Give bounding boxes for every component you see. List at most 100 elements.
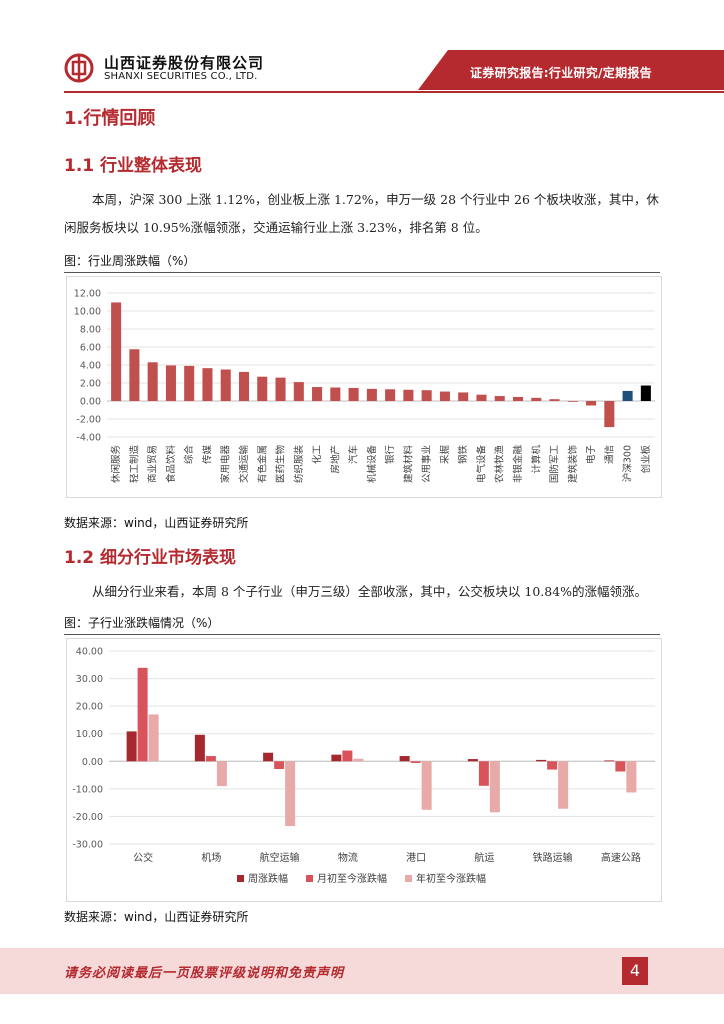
bar xyxy=(547,761,558,770)
bar xyxy=(216,761,227,787)
bar xyxy=(205,756,216,762)
x-tick-label: 电子 xyxy=(585,445,597,465)
x-tick-label: 铁路运输 xyxy=(533,851,573,864)
company-name-cn: 山西证券股份有限公司 xyxy=(104,54,265,72)
bar xyxy=(348,387,359,401)
y-tick-label: -4.00 xyxy=(76,433,101,444)
bar xyxy=(467,759,478,762)
x-tick-label: 采掘 xyxy=(439,445,451,464)
disclaimer-notice: 请务必阅读最后一页股票评级说明和免责声明 xyxy=(64,966,345,981)
x-tick-label: 非银金融 xyxy=(512,445,524,484)
x-tick-label: 交通运输 xyxy=(238,445,250,484)
bar xyxy=(622,390,633,401)
y-tick-label: 8.00 xyxy=(80,325,101,336)
figure-rule xyxy=(64,634,660,635)
industry-weekly-change-chart: 12.00 10.00 8.00 6.00 4.00 2.00 0.00 -2.00 -4.00… xyxy=(74,289,655,484)
x-tick-label: 汽车 xyxy=(348,445,360,464)
x-tick-label: 医药生物 xyxy=(275,445,287,484)
bar xyxy=(512,396,524,401)
bar xyxy=(615,761,626,772)
x-tick-label: 建筑装饰 xyxy=(567,445,579,483)
bar xyxy=(421,761,432,810)
report-type: 证券研究报告:行业研究/定期报告 xyxy=(470,66,652,80)
x-tick-label: 物流 xyxy=(338,851,358,864)
bar xyxy=(640,385,651,401)
x-tick-label: 休闲服务 xyxy=(110,445,122,484)
bar xyxy=(385,389,396,401)
x-tick-label: 食品饮料 xyxy=(165,445,177,484)
subsection-title-1-1: 1.1 行业整体表现 xyxy=(64,156,203,176)
x-tick-label: 电气设备 xyxy=(475,445,487,484)
y-tick-label: -2.00 xyxy=(76,415,101,426)
x-tick-label: 港口 xyxy=(406,852,426,864)
bar xyxy=(263,752,274,762)
subindustry-chart-frame: 40.00 30.00 20.00 10.00 0.00 -10.00 -20.00 -30.… xyxy=(66,638,662,902)
figure-caption-industry: 图：行业周涨跌幅（%） xyxy=(64,254,196,268)
x-tick-label: 钢铁 xyxy=(457,445,469,465)
bar xyxy=(202,368,213,401)
paragraph-industry-overview: 本周，沪深 300 上涨 1.12%，创业板上涨 1.72%，申万一级 28 个… xyxy=(64,192,659,235)
legend-label: 年初至今涨跌幅 xyxy=(416,872,486,885)
x-tick-label: 创业板 xyxy=(640,445,652,474)
figure-rule xyxy=(64,272,660,273)
bar xyxy=(257,376,268,401)
subindustry-change-chart: 40.00 30.00 20.00 10.00 0.00 -10.00 -20.00 -30.… xyxy=(72,647,655,885)
paragraph-subindustry: 从细分行业来看，本周 8 个子行业（申万三级）全部收涨，其中，公交板块以 10.… xyxy=(92,584,648,599)
legend-swatch xyxy=(306,875,313,882)
bar xyxy=(410,761,421,763)
bar xyxy=(275,377,286,401)
page-footer xyxy=(0,948,724,994)
x-tick-label: 机械设备 xyxy=(366,445,378,484)
company-name-en: SHANXI SECURITIES CO., LTD. xyxy=(104,71,258,82)
bar xyxy=(342,750,353,762)
industry-chart-frame: 12.00 10.00 8.00 6.00 4.00 2.00 0.00 -2.00 -4.00… xyxy=(66,276,662,498)
bar xyxy=(604,401,615,428)
section-title: 1.行情回顾 xyxy=(64,108,156,129)
bar xyxy=(165,365,176,401)
bar xyxy=(586,401,597,406)
bar xyxy=(549,399,560,401)
x-tick-label: 轻工制造 xyxy=(128,445,140,484)
figure-caption-subindustry: 图：子行业涨跌幅情况（%） xyxy=(64,616,220,630)
x-tick-label: 建筑材料 xyxy=(402,445,414,484)
legend-label: 月初至今涨跌幅 xyxy=(317,872,387,885)
bar xyxy=(353,758,364,762)
bar xyxy=(439,391,450,401)
bar xyxy=(478,761,489,786)
x-tick-label: 沪深300 xyxy=(622,445,634,482)
bar xyxy=(285,761,296,827)
bar xyxy=(604,760,615,762)
bar xyxy=(536,759,547,762)
bar xyxy=(494,396,505,401)
bar xyxy=(111,302,122,401)
bar xyxy=(147,362,158,401)
legend-label: 周涨跌幅 xyxy=(248,872,288,885)
x-tick-label: 房地产 xyxy=(329,445,341,474)
page-number: 4 xyxy=(622,957,648,985)
x-tick-label: 计算机 xyxy=(530,445,542,474)
y-tick-label: 10.00 xyxy=(74,307,101,318)
y-tick-label: 30.00 xyxy=(76,674,103,685)
data-source-1: 数据来源：wind，山西证券研究所 xyxy=(64,516,249,530)
bar xyxy=(558,761,569,809)
y-tick-label: -20.00 xyxy=(72,812,103,823)
bar xyxy=(489,761,500,813)
bar xyxy=(626,761,637,793)
bar xyxy=(274,761,285,770)
page-header: 山西证券股份有限公司 SHANXI SECURITIES CO., LTD. 证… xyxy=(0,0,724,96)
bar xyxy=(137,667,148,762)
subsection-title-1-2: 1.2 细分行业市场表现 xyxy=(64,548,237,568)
x-tick-label: 农林牧渔 xyxy=(494,445,506,484)
y-tick-label: -30.00 xyxy=(72,840,103,851)
bar xyxy=(129,349,140,401)
x-tick-label: 公用事业 xyxy=(421,445,433,483)
x-tick-label: 综合 xyxy=(183,445,195,465)
legend-swatch xyxy=(405,875,412,882)
bar xyxy=(331,754,342,762)
bar xyxy=(126,731,137,762)
x-tick-label: 高速公路 xyxy=(601,851,641,864)
y-tick-label: 10.00 xyxy=(76,729,103,740)
bar xyxy=(476,394,487,401)
x-tick-label: 机场 xyxy=(201,851,221,864)
bar xyxy=(403,389,414,401)
